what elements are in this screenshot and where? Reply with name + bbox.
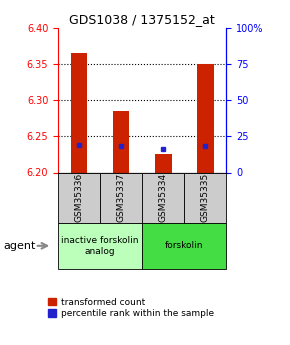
Text: GSM35337: GSM35337 [117, 173, 126, 222]
Bar [58, 223, 142, 269]
Bar [142, 223, 226, 269]
Bar [155, 155, 172, 172]
Bar [100, 172, 142, 223]
Text: agent: agent [3, 241, 35, 251]
Title: GDS1038 / 1375152_at: GDS1038 / 1375152_at [69, 13, 215, 27]
Text: GSM35336: GSM35336 [75, 173, 84, 222]
Bar [113, 111, 130, 172]
Bar [58, 172, 100, 223]
Legend: transformed count, percentile rank within the sample: transformed count, percentile rank withi… [48, 298, 214, 318]
Bar [71, 53, 88, 172]
Text: GSM35335: GSM35335 [201, 173, 210, 222]
Text: inactive forskolin
analog: inactive forskolin analog [61, 236, 139, 256]
Bar [142, 172, 184, 223]
Bar [184, 172, 226, 223]
Text: GSM35334: GSM35334 [159, 173, 168, 222]
Text: forskolin: forskolin [165, 241, 203, 250]
Bar [197, 64, 213, 172]
